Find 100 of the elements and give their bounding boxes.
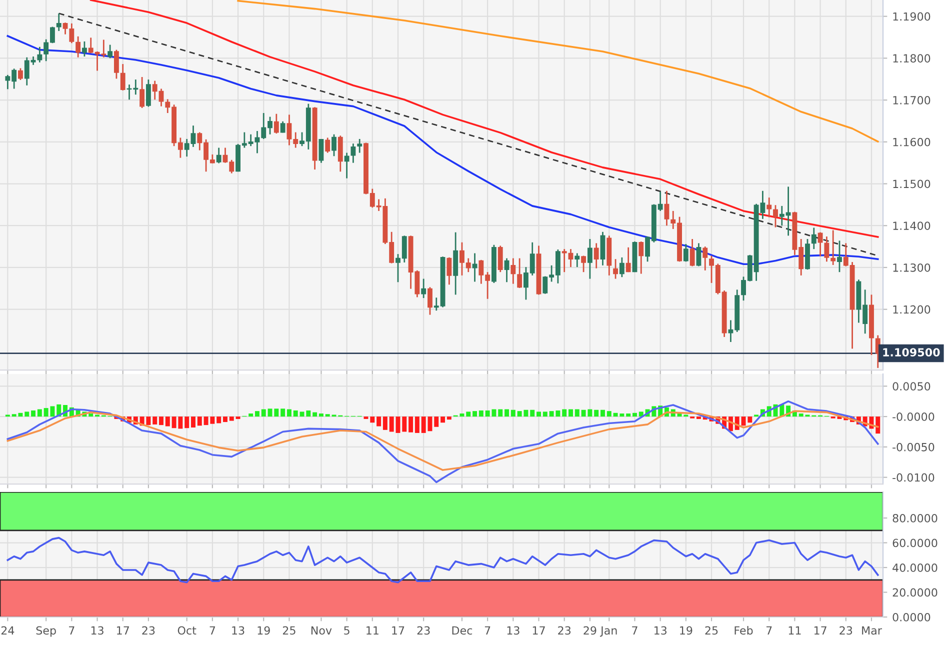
candlestick (428, 286, 432, 316)
x-tick-label: Jan (600, 626, 617, 637)
candlestick (696, 242, 702, 267)
bar (190, 416, 196, 428)
bar (382, 416, 388, 430)
candlestick (114, 49, 119, 80)
bar (222, 416, 228, 422)
candlestick (830, 230, 836, 266)
x-tick-label: 7 (632, 626, 638, 634)
bar (446, 416, 452, 420)
y-tick-label: 40.0000 (892, 563, 938, 572)
candlestick (638, 240, 644, 274)
bar (574, 409, 580, 417)
candlestick (325, 137, 330, 154)
x-tick-label: 24 (1, 626, 14, 634)
x-tick-label: 7 (766, 626, 772, 634)
x-tick-label: 13 (232, 626, 244, 635)
bar (229, 416, 234, 421)
candlestick (818, 232, 823, 257)
x-tick-label: Sep (36, 626, 56, 637)
bar (626, 414, 631, 417)
candlestick (357, 138, 362, 154)
bar (876, 416, 880, 434)
bar (414, 416, 420, 433)
candlestick (146, 78, 151, 108)
bar (798, 414, 804, 417)
x-tick-label: 11 (788, 626, 801, 634)
candlestick (587, 238, 592, 280)
candlestick (517, 258, 522, 289)
x-tick-label: 13 (507, 626, 520, 635)
bar (370, 416, 375, 423)
bar (88, 414, 94, 417)
bar (748, 416, 752, 423)
candlestick (82, 40, 87, 58)
candlestick (510, 258, 516, 284)
x-tick-label: 7 (484, 626, 490, 634)
bar (542, 412, 548, 417)
candlestick (773, 204, 778, 228)
y-tick-label: -0.0100 (892, 473, 934, 482)
line-series (6, 35, 879, 266)
candlestick (562, 248, 567, 273)
line-series (6, 410, 879, 471)
bar (261, 409, 266, 417)
bar (632, 412, 637, 417)
x-tick-label: 17 (392, 626, 404, 634)
bar (184, 416, 190, 428)
candlestick (344, 152, 350, 180)
x-tick-label: 25 (705, 626, 718, 635)
bar (37, 409, 42, 417)
candlestick (421, 278, 426, 299)
y-tick-label: 20.0000 (892, 588, 938, 597)
candlestick (472, 252, 478, 282)
bar (376, 416, 382, 426)
x-tick-label: 7 (210, 626, 216, 634)
bar (478, 410, 484, 417)
candlestick (140, 76, 145, 109)
y-tick-label: 1.1300 (893, 263, 930, 272)
y-tick-label: 1.1400 (893, 222, 930, 230)
candlestick (216, 147, 222, 164)
x-tick-label: 13 (654, 626, 667, 635)
y-tick-label: 1.1800 (893, 54, 930, 63)
x-tick-label: 23 (840, 626, 852, 635)
bar (562, 409, 567, 417)
candlestick (600, 231, 606, 266)
bar (254, 411, 260, 417)
candlestick (837, 240, 842, 273)
candlestick (108, 44, 113, 59)
x-tick-label: 19 (258, 626, 270, 635)
line-series (90, 0, 879, 238)
bar (498, 409, 503, 417)
candlestick (332, 134, 336, 157)
candlestick (683, 243, 688, 262)
candlestick (338, 134, 343, 172)
candlestick (44, 38, 49, 62)
bar (504, 409, 510, 417)
bar (318, 414, 324, 417)
y-tick-label: 80.0000 (892, 514, 938, 522)
y-tick-label: 1.1500 (893, 180, 930, 188)
candlestick (811, 227, 816, 250)
bar (216, 416, 222, 424)
x-tick-label: 13 (91, 626, 104, 635)
x-tick-label: 5 (344, 626, 350, 635)
bar (530, 410, 535, 417)
y-tick-label: 1.1200 (893, 305, 930, 314)
y-tick-label: -0.0050 (892, 442, 934, 452)
candlestick (574, 252, 580, 268)
x-tick-label: 19 (680, 626, 692, 635)
bar (568, 409, 573, 417)
bar (24, 412, 30, 417)
y-tick-label: 1.1900 (893, 12, 930, 21)
y-tick-label: 60.0000 (892, 538, 938, 548)
x-tick-label: 11 (366, 626, 378, 634)
x-tick-label: 25 (282, 626, 296, 635)
line-series (6, 400, 879, 484)
ref-line-label: 1.109500 (883, 348, 940, 357)
candlestick (626, 246, 631, 273)
x-tick-label: 17 (117, 626, 129, 634)
bar (300, 412, 304, 417)
candlestick (504, 258, 510, 283)
y-tick-label: 1.1700 (893, 96, 930, 104)
